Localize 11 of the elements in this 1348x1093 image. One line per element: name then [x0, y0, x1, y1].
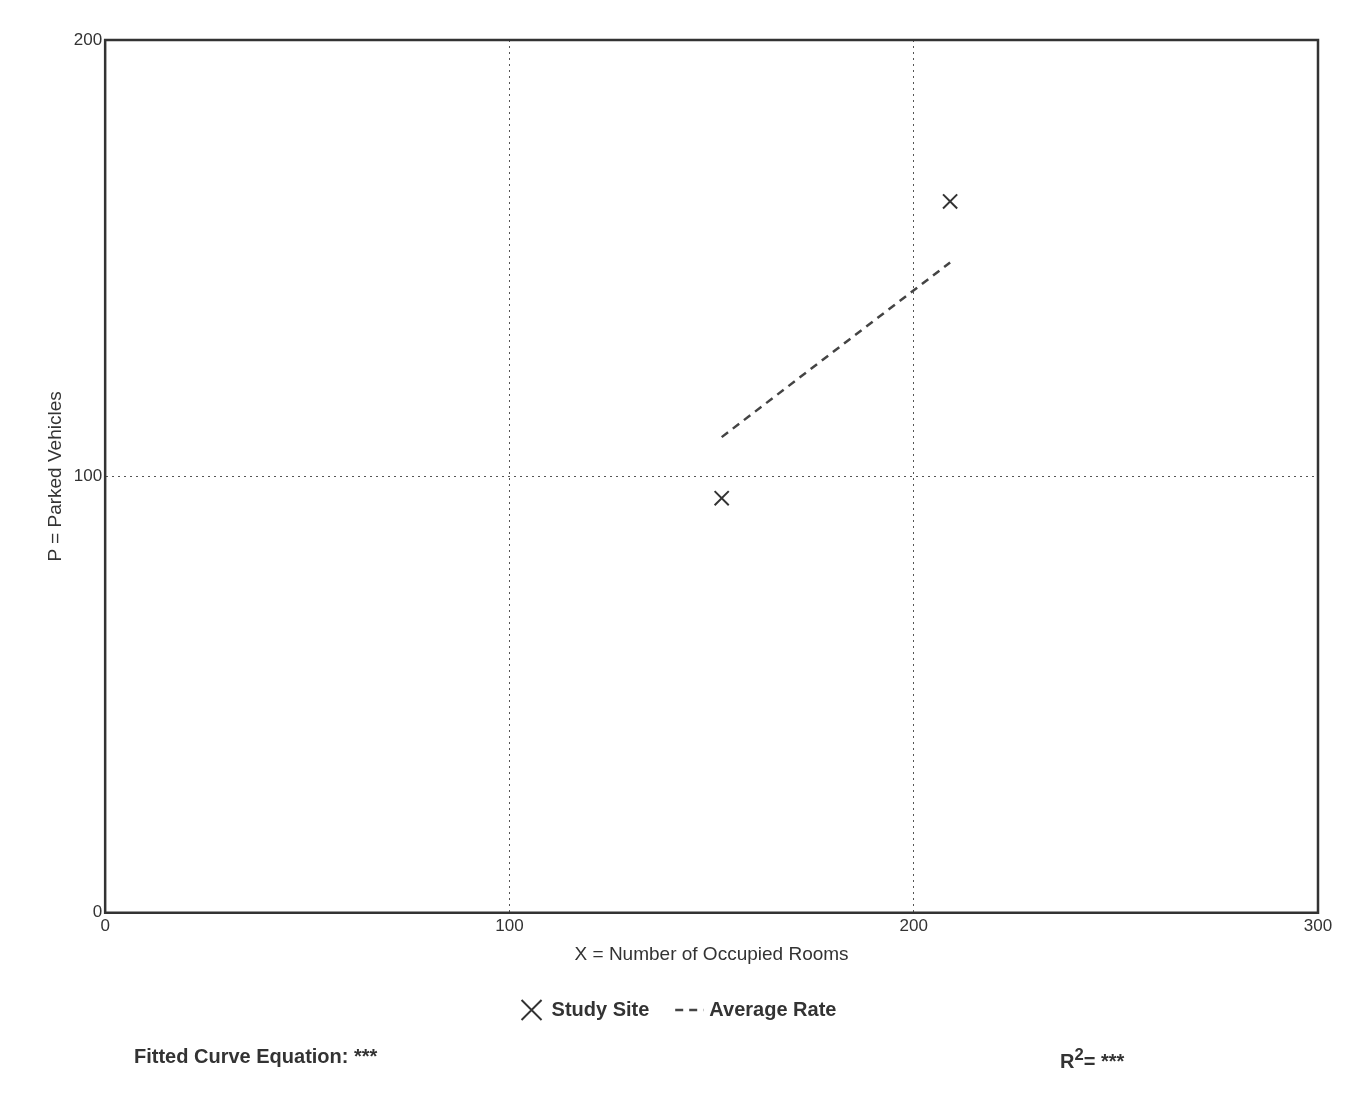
y-tick-label: 200: [73, 29, 103, 49]
x-tick-label: 200: [899, 915, 928, 935]
x-tick-label: 100: [495, 915, 524, 935]
text: R$^{2}$= ***: [1060, 1045, 1125, 1073]
x-axis-title: X = Number of Occupied Rooms: [574, 942, 849, 964]
legend-label: Average Rate: [709, 997, 837, 1020]
text: Fitted Curve Equation: ***: [134, 1045, 378, 1068]
x-tick-label: 300: [1303, 915, 1333, 935]
legend-label: Study Site: [551, 997, 650, 1020]
y-tick-label: 100: [73, 466, 103, 486]
y-axis-title: P = Parked Vehicles: [43, 391, 65, 562]
